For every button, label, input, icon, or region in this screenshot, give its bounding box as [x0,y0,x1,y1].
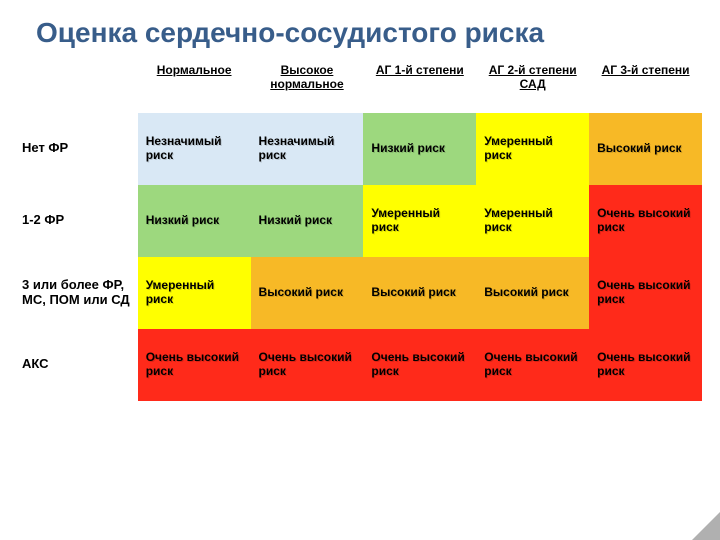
risk-cell: Очень высокий риск [589,257,702,329]
table-row: 1-2 ФР Низкий риск Низкий риск Умеренный… [18,185,702,257]
risk-table-container: Нормальное Высокое нормальное АГ 1-й сте… [0,59,720,401]
col-header: Высокое нормальное [251,59,364,113]
risk-cell: Очень высокий риск [589,185,702,257]
row-label: АКС [18,329,138,401]
risk-cell: Очень высокий риск [138,329,251,401]
header-row: Нормальное Высокое нормальное АГ 1-й сте… [18,59,702,113]
risk-cell: Высокий риск [589,113,702,185]
table-row: Нет ФР Незначимый риск Незначимый риск Н… [18,113,702,185]
risk-cell: Низкий риск [363,113,476,185]
risk-cell: Высокий риск [251,257,364,329]
row-label: 1-2 ФР [18,185,138,257]
risk-cell: Очень высокий риск [251,329,364,401]
table-head: Нормальное Высокое нормальное АГ 1-й сте… [18,59,702,113]
risk-cell: Очень высокий риск [589,329,702,401]
risk-cell: Высокий риск [476,257,589,329]
risk-cell: Умеренный риск [476,185,589,257]
risk-cell: Умеренный риск [363,185,476,257]
risk-cell: Умеренный риск [138,257,251,329]
risk-cell: Незначимый риск [251,113,364,185]
header-blank [18,59,138,113]
page-corner-fold [692,512,720,540]
risk-cell: Умеренный риск [476,113,589,185]
col-header: АГ 1-й степени [363,59,476,113]
risk-cell: Высокий риск [363,257,476,329]
risk-cell: Очень высокий риск [363,329,476,401]
table-row: АКС Очень высокий риск Очень высокий рис… [18,329,702,401]
col-header: АГ 3-й степени [589,59,702,113]
row-label: Нет ФР [18,113,138,185]
risk-cell: Очень высокий риск [476,329,589,401]
risk-cell: Низкий риск [251,185,364,257]
page-title: Оценка сердечно-сосудистого риска [0,0,720,59]
table-row: 3 или более ФР, МС, ПОМ или СД Умеренный… [18,257,702,329]
row-label: 3 или более ФР, МС, ПОМ или СД [18,257,138,329]
risk-cell: Низкий риск [138,185,251,257]
risk-cell: Незначимый риск [138,113,251,185]
table-body: Нет ФР Незначимый риск Незначимый риск Н… [18,113,702,401]
col-header: АГ 2-й степени САД [476,59,589,113]
risk-table: Нормальное Высокое нормальное АГ 1-й сте… [18,59,702,401]
col-header: Нормальное [138,59,251,113]
